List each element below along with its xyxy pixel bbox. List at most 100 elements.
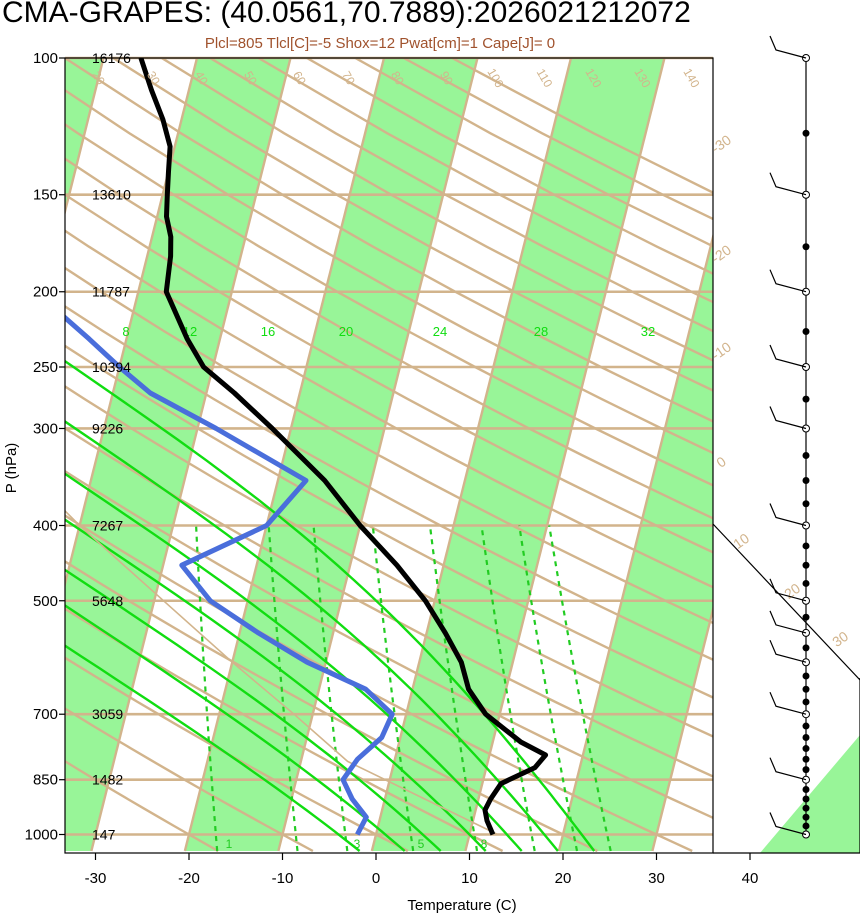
moist-adiabat-label: 8 <box>122 324 129 339</box>
temperature-tick-label: 30 <box>648 870 665 887</box>
dry-adiabat <box>65 759 219 853</box>
height-label: 10394 <box>92 359 131 375</box>
plot-border <box>64 57 714 854</box>
height-label: 16176 <box>92 50 131 66</box>
wind-level-dot <box>802 129 810 137</box>
pressure-tick-label: 400 <box>33 517 58 534</box>
isotherm-band <box>371 58 665 851</box>
height-label: 5648 <box>92 593 123 609</box>
wind-barb <box>769 172 807 196</box>
wind-barb <box>769 269 807 293</box>
pressure-tick-label: 500 <box>33 593 58 610</box>
dry-adiabat-label: 80 <box>388 69 407 88</box>
wind-level-dot <box>802 644 810 652</box>
wind-level-dot <box>802 451 810 459</box>
dry-adiabat <box>65 514 693 853</box>
wind-level-dot <box>802 698 810 706</box>
temperature-tick-label: -10 <box>272 870 294 887</box>
moist-adiabat <box>65 359 596 852</box>
moist-adiabat <box>65 568 442 852</box>
isotherm-line <box>464 58 666 852</box>
isotherm-line <box>65 58 199 589</box>
isotherm-line <box>370 58 573 852</box>
dry-adiabat <box>65 656 409 853</box>
wind-level-dot <box>802 685 810 693</box>
x-axis-title: Temperature (C) <box>407 897 516 914</box>
wind-level-dot <box>802 243 810 251</box>
wind-level-dot <box>802 561 810 569</box>
mixing-ratio-label: 3 <box>354 837 361 851</box>
moist-adiabat-label: 20 <box>339 324 353 339</box>
height-label: 1482 <box>92 772 123 788</box>
moist-adiabat-label: 28 <box>534 324 548 339</box>
mixing-ratio-label: 5 <box>418 837 425 851</box>
dry-adiabat-label: 140 <box>680 66 702 91</box>
wind-level-dot <box>802 733 810 741</box>
chart-title: CMA-GRAPES: (40.0561,70.7889):2026021212… <box>2 0 691 29</box>
dry-adiabat-label: 30 <box>144 69 163 88</box>
temperature-tick-label: -20 <box>178 870 200 887</box>
isotherm-line <box>839 58 860 851</box>
moist-adiabat <box>65 518 487 852</box>
dry-adiabat-label: 90 <box>437 69 456 88</box>
extension-band <box>760 735 860 853</box>
dry-adiabat <box>65 58 713 423</box>
isotherm-label: -30 <box>708 131 734 156</box>
temperature-tick-label: -30 <box>85 870 107 887</box>
mixing-ratio-label: 1 <box>226 837 233 851</box>
pressure-tick-label: 850 <box>33 772 58 789</box>
wind-level-circle <box>802 710 810 719</box>
pressure-tick-label: 250 <box>33 359 58 376</box>
mixing-ratio-label: 8 <box>481 837 488 851</box>
dry-adiabat <box>65 344 713 699</box>
dry-adiabat-label: 50 <box>241 69 260 88</box>
isotherm-line <box>651 604 713 852</box>
wind-barb <box>769 344 807 368</box>
isotherm-line <box>90 58 292 852</box>
profiles <box>65 58 549 836</box>
wind-level-dot <box>802 785 810 793</box>
dry-adiabat-label: 70 <box>339 69 358 88</box>
isotherm-label: 0 <box>713 453 729 471</box>
extension-border <box>712 523 860 681</box>
moist-adiabat-label: 24 <box>433 324 447 339</box>
pressure-tick-label: 100 <box>33 50 58 67</box>
wind-barb <box>769 812 807 836</box>
mixing-ratio-lines: 1 3 5 8 <box>195 525 612 852</box>
wind-level-dot <box>802 813 810 821</box>
dry-adiabat <box>65 88 713 455</box>
dry-adiabat-label: 40 <box>192 69 211 88</box>
temperature-tick-label: 0 <box>372 870 380 887</box>
wind-barb <box>769 578 807 602</box>
isotherm-bands <box>65 58 860 852</box>
dewpoint-profile-line <box>65 314 395 836</box>
wind-barb <box>769 691 807 715</box>
pressure-tick-label: 200 <box>33 284 58 301</box>
temperature-profile-line <box>138 58 549 836</box>
wind-level-dot <box>802 613 810 621</box>
dry-adiabat-label: 100 <box>484 66 506 91</box>
wind-barb <box>769 503 807 527</box>
wind-level-dot <box>802 804 810 812</box>
parcel-profile-line <box>65 509 498 836</box>
wind-barb <box>769 406 807 430</box>
dry-adiabat <box>65 266 713 625</box>
height-label: 11787 <box>92 284 130 300</box>
moist-adiabat-label: 32 <box>641 324 655 339</box>
wind-level-dot <box>802 755 810 763</box>
wind-level-circle <box>802 658 810 667</box>
wind-level-dot <box>802 672 810 680</box>
wind-level-dot <box>802 822 810 830</box>
wind-level-dot <box>802 766 810 774</box>
wind-barb <box>769 639 807 663</box>
dry-adiabat <box>112 58 713 392</box>
temperature-tick-label: 20 <box>555 870 572 887</box>
wind-profile <box>769 35 810 839</box>
wind-barb <box>769 757 807 781</box>
moist-adiabat <box>65 644 361 852</box>
wind-level-dot <box>802 745 810 753</box>
temperature-tick-label: 40 <box>742 870 759 887</box>
pressure-tick-label: 700 <box>33 706 58 723</box>
height-label: 13610 <box>92 187 131 203</box>
